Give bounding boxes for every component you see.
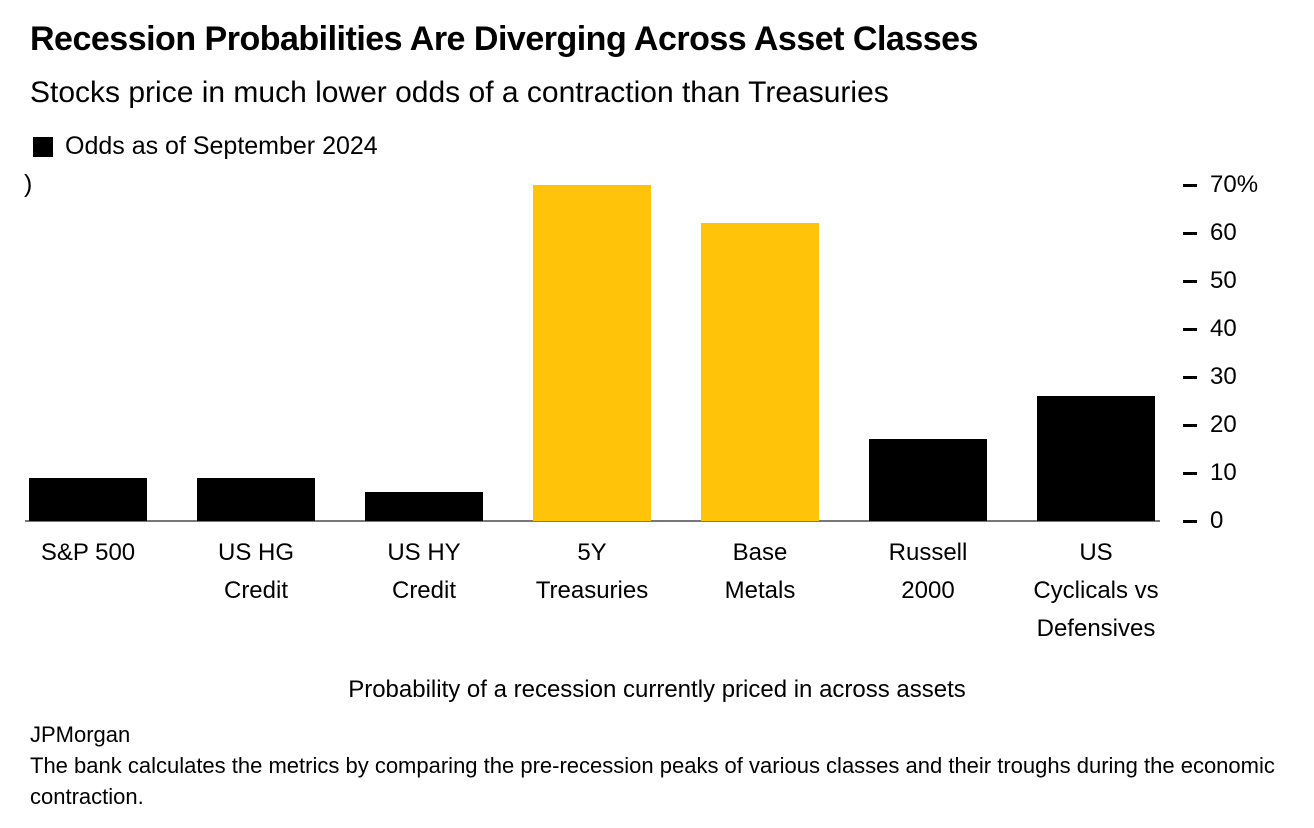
y-tick-mark-30 xyxy=(1183,375,1197,379)
x-tick-label-line: US HY xyxy=(387,539,461,566)
bar-5y-treasuries xyxy=(533,185,651,521)
x-axis-caption: Probability of a recession currently pri… xyxy=(348,676,966,703)
y-tick-label-20: 20 xyxy=(1210,411,1237,438)
legend: Odds as of September 2024 xyxy=(33,132,378,161)
bar-us-hg-credit xyxy=(197,477,315,521)
y-tick-mark-50 xyxy=(1183,279,1197,283)
x-axis-line xyxy=(25,520,1160,522)
y-tick-mark-20 xyxy=(1183,423,1197,427)
source-label: JPMorgan xyxy=(30,722,131,747)
y-tick-label-60: 60 xyxy=(1210,219,1237,246)
bar-base-metals xyxy=(701,223,819,521)
x-tick-label-us-cyclicals-vs-defensives: US Cyclicals vs Defensives xyxy=(1001,534,1191,648)
x-tick-label-line: Credit xyxy=(223,577,289,604)
y-tick-label-40: 40 xyxy=(1210,315,1237,342)
bar-russell-2000 xyxy=(869,439,987,521)
chart-subtitle: Stocks price in much lower odds of a con… xyxy=(30,76,889,109)
y-tick-label-30: 30 xyxy=(1210,363,1237,390)
y-tick-label-10: 10 xyxy=(1210,459,1237,486)
y-tick-label-0: 0 xyxy=(1210,507,1224,534)
x-tick-label-line: US HG xyxy=(217,539,294,566)
x-tick-label-line: 5Y xyxy=(577,539,607,566)
x-tick-label-5y-treasuries: 5Y Treasuries xyxy=(497,534,687,610)
y-tick-mark-10 xyxy=(1183,471,1197,475)
x-tick-label-line: Metals xyxy=(724,577,796,604)
y-tick-label-50: 50 xyxy=(1210,267,1237,294)
x-tick-label-line: Russell xyxy=(888,539,968,566)
y-tick-mark-70 xyxy=(1183,183,1197,187)
footnote: The bank calculates the metrics by compa… xyxy=(30,753,1275,809)
bar-us-hy-credit xyxy=(365,492,483,521)
x-tick-label-us-hy-credit: US HY Credit xyxy=(329,534,519,610)
y-tick-mark-0 xyxy=(1183,519,1197,523)
x-tick-label-line: 2000 xyxy=(901,577,955,604)
legend-swatch-icon xyxy=(33,136,53,157)
y-tick-mark-60 xyxy=(1183,231,1197,235)
chart-title: Recession Probabilities Are Diverging Ac… xyxy=(30,20,978,58)
y-tick-mark-40 xyxy=(1183,327,1197,331)
x-tick-label-line: Credit xyxy=(391,577,457,604)
x-tick-label-line: Base xyxy=(732,539,788,566)
x-tick-label-line: US xyxy=(1079,539,1113,566)
legend-label: Odds as of September 2024 xyxy=(65,132,378,160)
clipped-axis-glyph: ) xyxy=(24,170,33,198)
x-tick-label-us-hg-credit: US HG Credit xyxy=(161,534,351,610)
x-tick-label-line: S&P 500 xyxy=(40,539,136,566)
bar-s-p-500 xyxy=(29,477,147,521)
y-tick-label-70: 70% xyxy=(1210,171,1259,198)
x-tick-label-line: Cyclicals vs xyxy=(1033,577,1159,604)
x-tick-label-line: Treasuries xyxy=(535,577,649,604)
bar-us-cyclicals-vs-defensives xyxy=(1037,396,1155,521)
x-tick-label-base-metals: Base Metals xyxy=(665,534,855,610)
x-tick-label-line: Defensives xyxy=(1036,615,1156,642)
x-tick-label-s-p-500: S&P 500 xyxy=(0,534,183,572)
x-tick-label-russell-2000: Russell 2000 xyxy=(833,534,1023,610)
